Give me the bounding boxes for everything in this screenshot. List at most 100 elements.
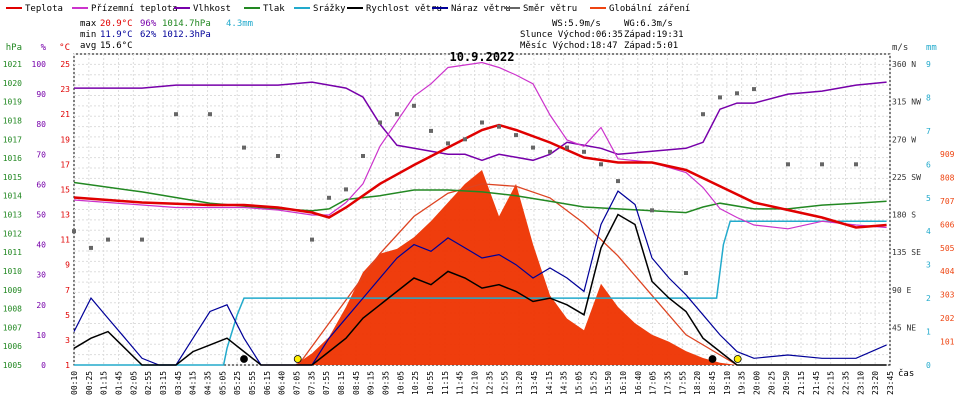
- wind-direction-point: [89, 245, 93, 250]
- wm2-axis-tick: 808: [940, 173, 955, 182]
- wind-direction-point: [684, 271, 688, 275]
- wind-direction-point: [208, 112, 212, 117]
- wind-direction-point: [548, 149, 552, 154]
- stats-max-hum: 96%: [140, 19, 157, 29]
- wind-info-block: WS:5.9m/s WG:6.3m/s Slunce Východ:06:35 …: [520, 19, 684, 51]
- x-tick: 05:05: [218, 371, 227, 395]
- wind-direction-point: [752, 87, 756, 92]
- wm2-axis-tick: 909: [940, 150, 955, 159]
- wind-direction-point: [242, 145, 246, 150]
- mm-axis-title: mm: [926, 43, 937, 53]
- x-tick: 10:05: [396, 371, 405, 395]
- wind-direction-point: [140, 237, 144, 242]
- wind-direction-point: [310, 237, 314, 242]
- stats-min-press: 1012.3hPa: [162, 30, 211, 40]
- hpa-axis-tick: 1015: [3, 173, 22, 182]
- x-tick: 03:45: [174, 371, 183, 395]
- temp-axis-tick: 25: [60, 60, 70, 69]
- hpa-axis-tick: 1009: [3, 286, 22, 295]
- plot-area: [72, 53, 891, 366]
- mm-axis-tick: 7: [926, 127, 931, 136]
- legend-label: Rychlost větru: [366, 4, 442, 14]
- legend-label: Přízemní teplota: [91, 4, 178, 14]
- hpa-axis-tick: 1006: [3, 342, 22, 351]
- x-tick: 20:25: [767, 371, 776, 395]
- x-tick: 13:45: [530, 371, 539, 395]
- legend-label: Směr větru: [523, 4, 577, 14]
- hpa-axis-tick: 1016: [3, 154, 22, 163]
- hpa-axis-tick: 1011: [3, 248, 22, 257]
- dir-axis-tick: 360 N: [892, 60, 916, 69]
- x-tick: 12:55: [500, 371, 509, 395]
- wind-direction-point: [718, 95, 722, 100]
- x-tick: 21:45: [812, 371, 821, 395]
- x-tick: 22:15: [827, 371, 836, 395]
- temp-axis-tick: 5: [65, 311, 70, 320]
- dir-axis-tick: 315 NW: [892, 98, 921, 107]
- x-tick: 16:10: [619, 371, 628, 395]
- x-tick: 21:15: [797, 371, 806, 395]
- wind-direction-point: [361, 154, 365, 158]
- x-tick: 15:25: [589, 371, 598, 395]
- pct-axis-tick: 80: [36, 120, 46, 129]
- wind-direction-point: [616, 179, 620, 184]
- x-tick: 01:15: [100, 371, 109, 395]
- x-tick: 23:45: [886, 371, 895, 395]
- stats-max-temp: 20.9°C: [100, 19, 133, 29]
- x-tick: 14:35: [560, 371, 569, 395]
- pct-axis-tick: 0: [41, 361, 46, 370]
- wm2-axis-tick: 404: [940, 267, 955, 276]
- x-tick: 06:15: [263, 371, 272, 395]
- wind-direction-point: [446, 141, 450, 146]
- temp-axis-tick: 19: [60, 135, 70, 144]
- x-tick: 12:10: [471, 371, 480, 395]
- wind-direction-point: [497, 124, 501, 129]
- x-tick: 00:25: [85, 371, 94, 395]
- wm2-axis-tick: 606: [940, 220, 955, 229]
- wind-direction-point: [412, 103, 416, 108]
- x-tick: 07:55: [322, 371, 331, 395]
- wind-direction-point: [344, 187, 348, 192]
- x-tick: 05:25: [233, 371, 242, 395]
- chart-title: 10.9.2022: [449, 50, 514, 64]
- x-tick: 11:45: [456, 371, 465, 395]
- x-tick: 12:35: [485, 371, 494, 395]
- hpa-axis-tick: 1007: [3, 323, 22, 332]
- temp-axis-tick: 17: [60, 160, 70, 169]
- stats-avg-label: avg: [80, 41, 96, 51]
- hpa-axis-tick: 1017: [3, 135, 22, 144]
- series-globalni-zareni: [74, 170, 887, 365]
- temp-axis-tick: 1: [65, 361, 70, 370]
- temp-axis-tick: 21: [60, 110, 70, 119]
- wind-direction-point: [820, 162, 824, 167]
- temp-axis-tick: 11: [60, 236, 70, 245]
- pct-axis-title: %: [41, 43, 47, 53]
- pct-axis-tick: 30: [36, 271, 46, 280]
- hpa-axis-tick: 1018: [3, 116, 22, 125]
- wind-direction-point: [565, 145, 569, 150]
- mm-axis-tick: 3: [926, 261, 931, 270]
- wind-direction-point: [599, 162, 603, 167]
- x-tick: 20:50: [782, 371, 791, 395]
- dir-axis-tick: 135 SE: [892, 248, 921, 257]
- x-tick: 04:15: [189, 371, 198, 395]
- legend-label: Teplota: [25, 4, 63, 14]
- sun-set: Západ:19:31: [624, 30, 684, 40]
- stats-block: max 20.9°C 96% 1014.7hPa 4.3mm min 11.9°…: [80, 19, 253, 51]
- hpa-axis-title: hPa: [6, 43, 22, 53]
- x-tick: 03:15: [159, 371, 168, 395]
- x-tick: 16:40: [634, 371, 643, 395]
- legend-label: Srážky: [313, 4, 346, 14]
- x-tick: 19:10: [723, 371, 732, 395]
- dir-axis-tick: 180 S: [892, 211, 916, 220]
- x-tick: 17:55: [678, 371, 687, 395]
- stats-max-label: max: [80, 19, 97, 29]
- moon-set: Západ:5:01: [624, 41, 678, 51]
- temp-axis-title: °C: [59, 43, 70, 53]
- pct-axis-tick: 60: [36, 180, 46, 189]
- hpa-axis-tick: 1008: [3, 305, 22, 314]
- temp-axis-tick: 7: [65, 286, 70, 295]
- x-tick: 23:10: [856, 371, 865, 395]
- mm-axis-tick: 2: [926, 294, 931, 303]
